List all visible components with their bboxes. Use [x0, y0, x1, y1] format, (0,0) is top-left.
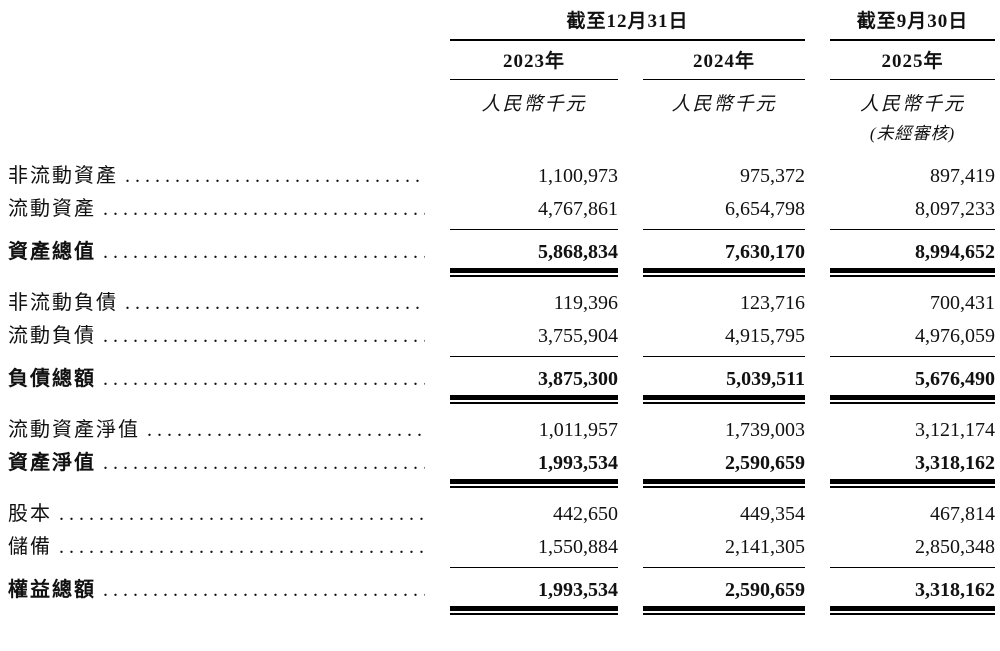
row-label: 資產總值	[8, 241, 96, 263]
row-label-cell: 流動負債	[8, 323, 425, 350]
row-label-cell: 非流動負債	[8, 290, 425, 317]
header-group-as-of-sep30: 截至9月30日	[830, 10, 995, 41]
value-2025: 2,850,348	[830, 534, 995, 568]
value-2024: 449,354	[740, 503, 805, 525]
value-2025: 5,676,490	[830, 366, 995, 404]
row-label: 流動資產淨值	[8, 419, 140, 441]
dot-leader	[96, 450, 425, 477]
unaudited-note: (未經審核)	[869, 124, 956, 143]
table-row: 流動負債 3,755,904 4,915,795 4,976,059	[8, 323, 995, 357]
header-unit-2025: 人民幣千元	[859, 94, 965, 115]
row-label-cell: 負債總額	[8, 366, 425, 393]
table-row: 資產淨值 1,993,534 2,590,659 3,318,162	[8, 450, 995, 488]
table-row: 流動資產 4,767,861 6,654,798 8,097,233	[8, 196, 995, 230]
dot-leader	[140, 417, 425, 444]
row-label: 股本	[8, 503, 52, 525]
row-label: 流動資產	[8, 198, 96, 220]
value-2025: 467,814	[930, 503, 995, 525]
row-label-cell: 儲備	[8, 534, 425, 561]
row-label: 非流動負債	[8, 292, 118, 314]
dot-leader	[96, 366, 425, 393]
value-2023: 119,396	[553, 292, 618, 314]
row-label-cell: 流動資產淨值	[8, 417, 425, 444]
table-header-period-groups: 截至12月31日 截至9月30日	[8, 10, 995, 41]
value-2023: 1,993,534	[450, 450, 618, 488]
row-label: 負債總額	[8, 368, 96, 390]
header-year-2025: 2025年	[830, 50, 995, 80]
dot-leader	[96, 323, 425, 350]
value-2025: 3,318,162	[830, 577, 995, 615]
value-2025: 700,431	[930, 292, 995, 314]
header-unit-2024: 人民幣千元	[671, 94, 777, 115]
header-year-2024: 2024年	[643, 50, 805, 80]
table-row: 非流動負債 119,396 123,716 700,431	[8, 290, 995, 317]
row-label: 非流動資產	[8, 165, 118, 187]
row-label-cell: 資產淨值	[8, 450, 425, 477]
dot-leader	[52, 501, 425, 528]
value-2024: 975,372	[740, 165, 805, 187]
row-label: 資產淨值	[8, 452, 96, 474]
table-header-note-row: (未經審核)	[8, 123, 995, 145]
table-row: 儲備 1,550,884 2,141,305 2,850,348	[8, 534, 995, 568]
value-2023: 3,875,300	[450, 366, 618, 404]
value-2025: 4,976,059	[830, 323, 995, 357]
dot-leader	[52, 534, 425, 561]
value-2025: 3,121,174	[915, 419, 995, 441]
row-label-cell: 權益總額	[8, 577, 425, 604]
table-header-units: 人民幣千元 人民幣千元 人民幣千元	[8, 93, 995, 117]
row-label-cell: 股本	[8, 501, 425, 528]
table-body: 非流動資產 1,100,973 975,372 897,419 流動資產 4,7…	[8, 163, 995, 615]
header-year-2023: 2023年	[450, 50, 618, 80]
value-2024: 123,716	[740, 292, 805, 314]
row-label: 儲備	[8, 536, 52, 558]
value-2023: 1,100,973	[538, 165, 618, 187]
value-2025: 8,097,233	[830, 196, 995, 230]
value-2024: 2,590,659	[643, 450, 805, 488]
header-group-as-of-dec31: 截至12月31日	[450, 10, 805, 41]
value-2023: 5,868,834	[450, 239, 618, 277]
row-label-cell: 非流動資產	[8, 163, 425, 190]
header-group-label: 截至12月31日	[566, 11, 689, 32]
table-header-years: 2023年 2024年 2025年	[8, 50, 995, 80]
dot-leader	[96, 239, 425, 266]
value-2024: 7,630,170	[643, 239, 805, 277]
dot-leader	[118, 163, 425, 190]
value-2023: 1,011,957	[538, 419, 618, 441]
table-row: 資產總值 5,868,834 7,630,170 8,994,652	[8, 239, 995, 277]
table-row: 非流動資產 1,100,973 975,372 897,419	[8, 163, 995, 190]
table-row: 流動資產淨值 1,011,957 1,739,003 3,121,174	[8, 417, 995, 444]
value-2023: 442,650	[553, 503, 618, 525]
value-2024: 5,039,511	[643, 366, 805, 404]
row-label: 流動負債	[8, 325, 96, 347]
value-2024: 6,654,798	[643, 196, 805, 230]
value-2025: 8,994,652	[830, 239, 995, 277]
dot-leader	[96, 196, 425, 223]
row-label: 權益總額	[8, 579, 96, 601]
dot-leader	[96, 577, 425, 604]
table-row: 負債總額 3,875,300 5,039,511 5,676,490	[8, 366, 995, 404]
table-row: 權益總額 1,993,534 2,590,659 3,318,162	[8, 577, 995, 615]
value-2023: 1,993,534	[450, 577, 618, 615]
header-group-label: 截至9月30日	[856, 11, 969, 32]
row-label-cell: 資產總值	[8, 239, 425, 266]
value-2024: 2,141,305	[643, 534, 805, 568]
table-row: 股本 442,650 449,354 467,814	[8, 501, 995, 528]
value-2023: 4,767,861	[450, 196, 618, 230]
value-2025: 3,318,162	[830, 450, 995, 488]
header-unit-2023: 人民幣千元	[481, 94, 587, 115]
value-2023: 1,550,884	[450, 534, 618, 568]
dot-leader	[118, 290, 425, 317]
value-2024: 1,739,003	[725, 419, 805, 441]
value-2024: 2,590,659	[643, 577, 805, 615]
value-2025: 897,419	[930, 165, 995, 187]
row-label-cell: 流動資產	[8, 196, 425, 223]
value-2023: 3,755,904	[450, 323, 618, 357]
value-2024: 4,915,795	[643, 323, 805, 357]
